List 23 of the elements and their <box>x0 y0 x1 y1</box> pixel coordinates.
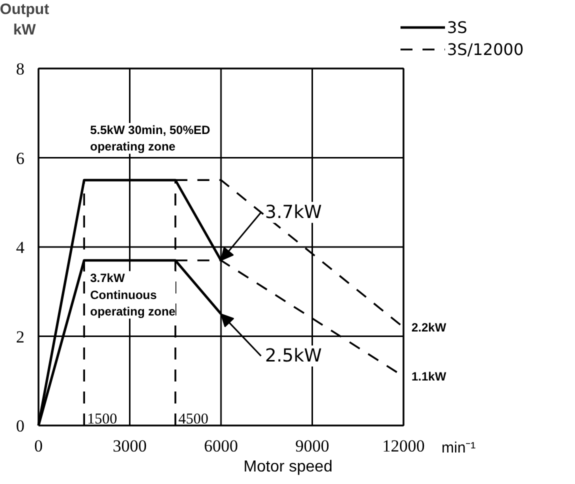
annotation: 3.7kW <box>265 202 322 223</box>
legend-label: 3S <box>447 17 468 37</box>
annotation: 1.1kW <box>412 369 447 384</box>
x-tick-label: 6000 <box>204 436 238 456</box>
y-tick-label: 0 <box>16 416 24 436</box>
y-axis-title: Output kW <box>0 1 50 38</box>
x-tick-label: 12000 <box>382 436 425 456</box>
legend-label: 3S/12000 <box>447 39 524 59</box>
annotation: 5.5kW 30min, 50%ED operating zone <box>90 122 211 154</box>
x-axis-title: Motor speed <box>244 458 332 476</box>
y-tick-label: 6 <box>16 148 24 168</box>
text: min⁻¹ <box>442 440 476 456</box>
annotation: 2.5kW <box>265 345 322 366</box>
y-tick-label: 8 <box>16 60 24 78</box>
y-tick-label: 4 <box>16 238 25 257</box>
x-tick-label: 3000 <box>112 436 147 456</box>
x-tick-label: 0 <box>34 436 43 456</box>
annotation: 4500 <box>178 412 208 428</box>
annotation: 3.7kW Continuous operating zone <box>90 271 176 319</box>
x-tick-label: 9000 <box>295 436 330 456</box>
y-tick-label: 2 <box>16 327 24 346</box>
annotation: 2.2kW <box>412 320 447 334</box>
annotation: 1500 <box>87 412 118 428</box>
